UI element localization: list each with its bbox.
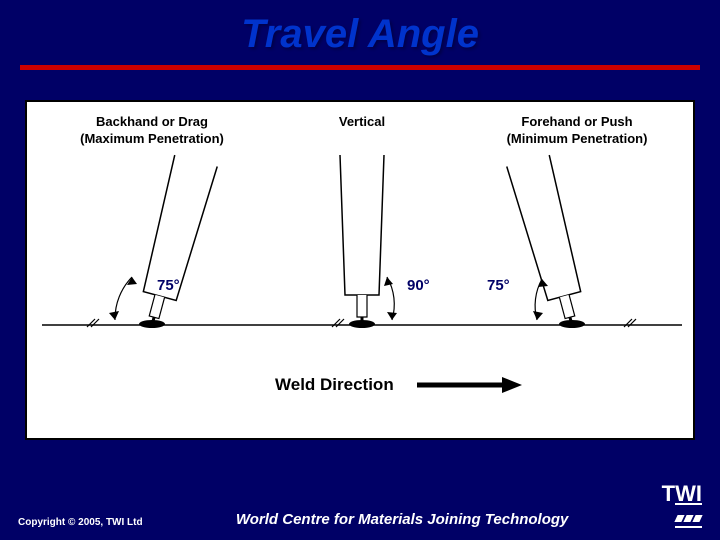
forehand-torch [507, 155, 593, 331]
diagram-container: Backhand or Drag (Maximum Penetration) V… [25, 100, 695, 440]
forehand-angle: 75° [487, 277, 510, 294]
backhand-torch [131, 155, 217, 331]
slide-title: Travel Angle [0, 0, 720, 65]
vertical-torch [340, 155, 384, 325]
vertical-label: Vertical [312, 114, 412, 131]
backhand-angle: 75° [157, 277, 180, 294]
weld-direction-label: Weld Direction [275, 375, 394, 395]
tagline-text: World Centre for Materials Joining Techn… [236, 511, 569, 528]
vertical-angle: 90° [407, 277, 430, 294]
forehand-label: Forehand or Push (Minimum Penetration) [477, 114, 677, 148]
title-underline [20, 65, 700, 70]
backhand-label: Backhand or Drag (Maximum Penetration) [52, 114, 252, 148]
twi-logo: TWI [662, 485, 702, 528]
copyright-text: Copyright © 2005, TWI Ltd [18, 517, 143, 528]
footer: Copyright © 2005, TWI Ltd World Centre f… [0, 485, 720, 528]
